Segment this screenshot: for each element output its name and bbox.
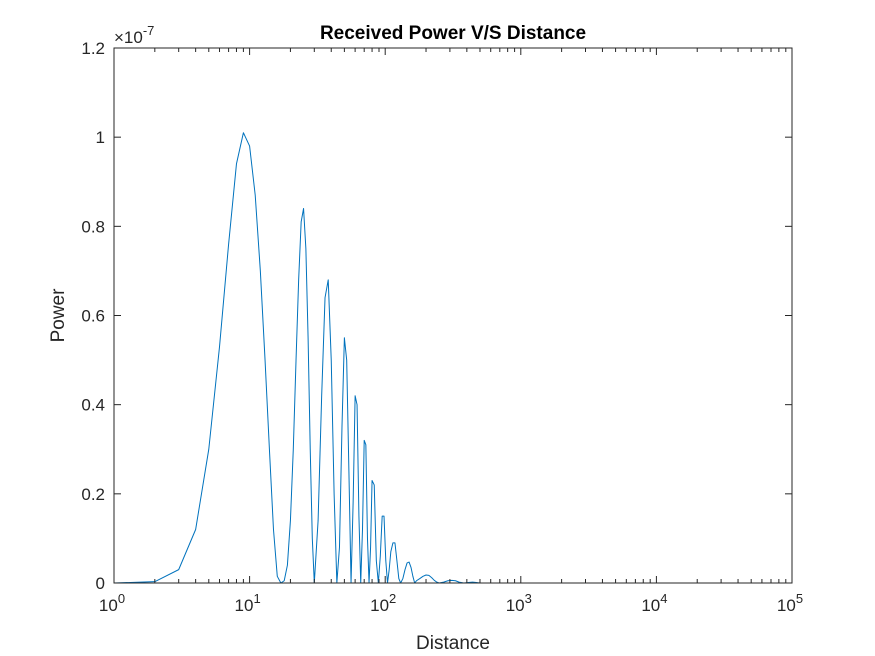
x-axis-label: Distance	[416, 633, 490, 654]
x-tick-exponent: 0	[118, 591, 125, 606]
plot-area	[114, 48, 792, 583]
x-tick-label: 101	[235, 591, 261, 615]
x-tick-exponent: 1	[253, 591, 260, 606]
y-tick-label: 0.4	[81, 396, 105, 415]
y-exponent-base: ×10	[114, 28, 143, 47]
y-exponent-label: ×10-7	[114, 23, 154, 47]
x-tick-base: 10	[777, 596, 796, 615]
x-tick-label: 105	[777, 591, 803, 615]
y-tick-label: 0.6	[81, 307, 105, 326]
x-tick-base: 10	[99, 596, 118, 615]
y-tick-label: 1	[96, 128, 105, 147]
y-exponent-power: -7	[143, 23, 155, 38]
x-tick-label: 100	[99, 591, 125, 615]
y-tick-label: 1.2	[81, 39, 105, 58]
y-tick-label: 0.2	[81, 485, 105, 504]
y-tick-label: 0.8	[81, 217, 105, 236]
x-tick-base: 10	[506, 596, 525, 615]
x-tick-base: 10	[235, 596, 254, 615]
x-tick-base: 10	[641, 596, 660, 615]
x-tick-exponent: 2	[389, 591, 396, 606]
x-tick-label: 104	[641, 591, 667, 615]
y-axis-label: Power	[48, 288, 69, 343]
x-tick-exponent: 3	[525, 591, 532, 606]
x-tick-label: 102	[370, 591, 396, 615]
x-tick-exponent: 5	[796, 591, 803, 606]
x-tick-exponent: 4	[660, 591, 667, 606]
y-tick-label: 0	[96, 574, 105, 593]
chart-title: Received Power V/S Distance	[320, 23, 586, 44]
x-tick-label: 103	[506, 591, 532, 615]
x-tick-base: 10	[370, 596, 389, 615]
